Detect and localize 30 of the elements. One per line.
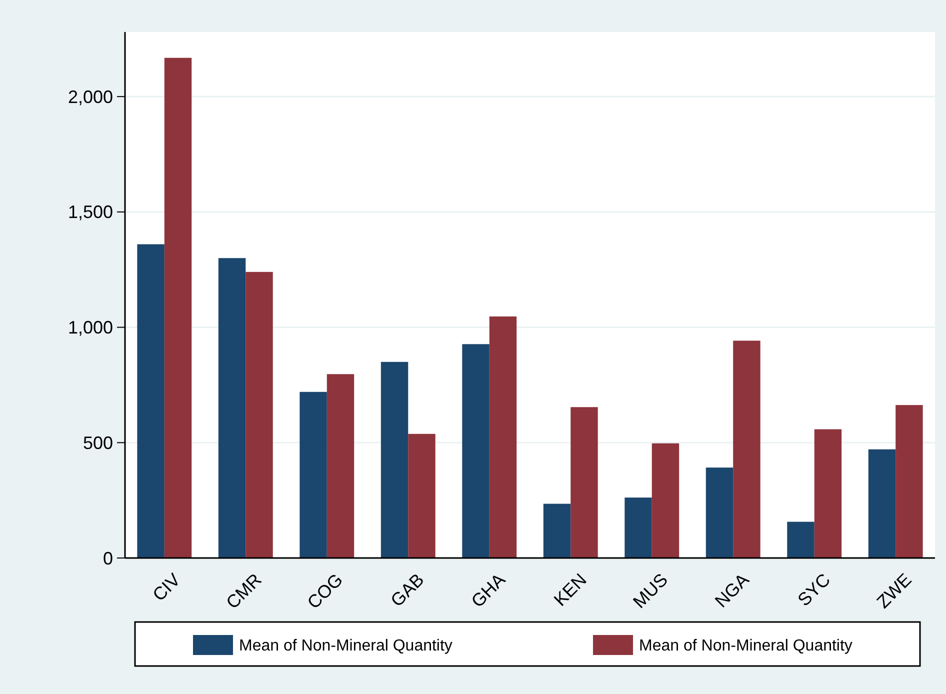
bar (164, 58, 192, 558)
bar (570, 407, 598, 558)
bar (462, 344, 490, 558)
y-tick-label: 500 (82, 432, 113, 453)
x-tick-label: GHA (467, 570, 510, 612)
bar (489, 316, 517, 558)
bar (814, 429, 842, 558)
bar (787, 522, 814, 558)
bar (300, 392, 327, 558)
y-tick-label: 1,500 (68, 202, 113, 222)
bar (652, 443, 680, 558)
legend-label: Mean of Non-Mineral Quantity (639, 638, 852, 655)
bar (246, 272, 273, 558)
y-tick-label: 2,000 (68, 86, 113, 107)
bar (733, 340, 760, 558)
y-tick-label: 0 (102, 548, 113, 568)
x-tick-label: GAB (386, 570, 428, 611)
legend-label: Mean of Non-Mineral Quantity (239, 638, 452, 655)
bar (624, 498, 652, 558)
bar (380, 362, 408, 558)
bar (137, 244, 164, 558)
bar (408, 434, 436, 558)
bar (706, 468, 734, 558)
y-tick-label: 1,000 (68, 318, 113, 338)
bar (326, 374, 354, 558)
bar (218, 258, 246, 558)
bar (543, 504, 571, 558)
bar (896, 405, 923, 558)
bar (868, 449, 896, 558)
x-tick-label: CIV (148, 570, 184, 605)
